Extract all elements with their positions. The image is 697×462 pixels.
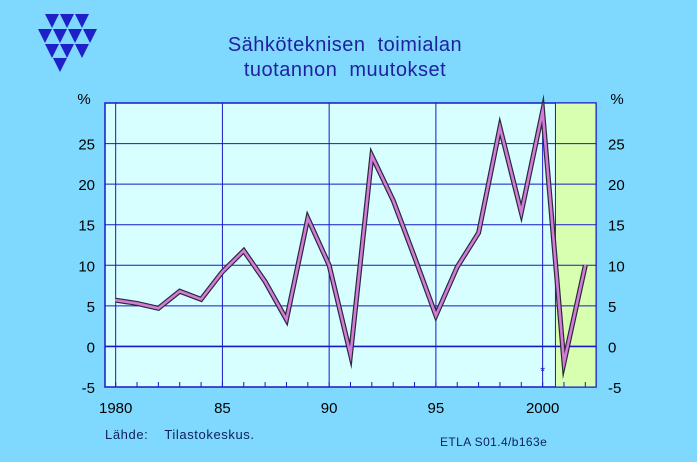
data-point bbox=[456, 266, 459, 268]
data-point bbox=[392, 199, 394, 202]
data-point bbox=[178, 290, 181, 293]
x-tick-label: 95 bbox=[428, 400, 445, 417]
y-tick-label-left: 0 bbox=[87, 339, 95, 356]
data-point bbox=[563, 361, 565, 364]
data-point bbox=[242, 249, 245, 252]
y-tick-label-right: -5 bbox=[608, 380, 621, 397]
y-axis-unit-right: % bbox=[610, 91, 623, 108]
y-axis-unit-left: % bbox=[77, 91, 90, 108]
series-line bbox=[114, 93, 588, 380]
x-tick-label: 90 bbox=[321, 400, 338, 417]
data-point bbox=[221, 270, 224, 273]
data-point bbox=[499, 126, 501, 129]
y-tick-label-left: 25 bbox=[78, 137, 95, 154]
y-tick-label-right: 25 bbox=[608, 137, 625, 154]
data-point bbox=[114, 299, 117, 301]
logo-triangle bbox=[45, 14, 59, 28]
data-point bbox=[328, 264, 330, 267]
data-point bbox=[349, 353, 352, 356]
chart-title-line-1: Sähköteknisen toimialan bbox=[227, 34, 463, 56]
y-tick-label-left: 15 bbox=[78, 218, 95, 235]
logo-triangle bbox=[83, 29, 97, 43]
logo-triangle bbox=[45, 44, 59, 58]
logo-triangle bbox=[38, 29, 52, 43]
data-point bbox=[200, 298, 202, 301]
axis-ticks: -5 -5 0 0 5 5 10 10 15 15 20 20 25 25 1980 85 90 95 2000 bbox=[78, 137, 624, 417]
data-point bbox=[307, 217, 309, 220]
chart-title-line-2: tuotannon muutokset bbox=[243, 59, 447, 81]
data-point bbox=[435, 314, 437, 317]
data-point bbox=[136, 302, 138, 305]
logo-triangle bbox=[60, 14, 74, 28]
y-tick-label-left: -5 bbox=[82, 380, 95, 397]
y-tick-label-left: 20 bbox=[78, 177, 95, 194]
data-point bbox=[477, 232, 480, 234]
y-tick-label-left: 10 bbox=[78, 258, 95, 275]
data-point bbox=[157, 307, 160, 310]
logo-triangle bbox=[60, 44, 74, 58]
y-tick-label-right: 0 bbox=[608, 339, 616, 356]
y-tick-label-right: 10 bbox=[608, 258, 625, 275]
logo-triangle bbox=[75, 14, 89, 28]
logo-triangle bbox=[68, 29, 82, 43]
data-point bbox=[413, 256, 416, 258]
y-tick-label-left: 5 bbox=[87, 299, 95, 316]
data-point bbox=[541, 110, 544, 112]
forecast-marker: * bbox=[540, 364, 545, 379]
data-point bbox=[371, 154, 373, 157]
source-note: Lähde: Tilastokeskus. bbox=[105, 427, 255, 442]
logo-triangle bbox=[53, 29, 67, 43]
data-point bbox=[584, 264, 587, 267]
x-tick-label: 2000 bbox=[526, 400, 559, 417]
logo-triangle bbox=[53, 58, 67, 72]
data-point bbox=[520, 211, 523, 214]
y-tick-label-right: 5 bbox=[608, 299, 616, 316]
y-tick-label-right: 15 bbox=[608, 218, 625, 235]
x-tick-label: 85 bbox=[214, 400, 231, 417]
x-tick-label: 1980 bbox=[99, 400, 132, 417]
etla-triangles-logo bbox=[38, 14, 97, 72]
logo-triangle bbox=[75, 44, 89, 58]
y-tick-label-right: 20 bbox=[608, 177, 625, 194]
data-point bbox=[285, 318, 288, 321]
figure-code: ETLA S01.4/b163e bbox=[440, 435, 548, 449]
data-point bbox=[264, 280, 266, 283]
